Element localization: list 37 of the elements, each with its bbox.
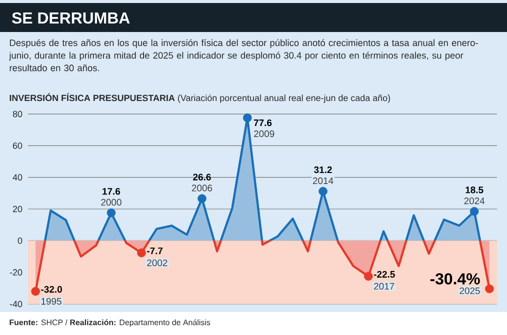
point (364, 272, 373, 281)
annotation: 2014 (312, 177, 334, 184)
point (106, 208, 116, 218)
annotation: 2009 (254, 130, 274, 138)
annotation: 2024 (464, 198, 485, 204)
point (31, 286, 40, 296)
y-tick-label: 0 (18, 237, 22, 244)
data-label: -7.7 (147, 248, 163, 254)
point (198, 194, 206, 203)
data-label: 26.6 (193, 174, 211, 180)
annotation: 2017 (374, 282, 394, 290)
data-label: 77.6 (254, 119, 272, 126)
chart-title: SE DERRUMBA (12, 12, 130, 24)
chart-subtitle: Después de tres años en los que la inversión física del sector público anotó crecimientos a tasa anual en enero-junio, durante la primera mitad de 2025 el indicador se desplomó 30.4 por ciento en términos reales, su peor resultado en 30 años. (8, 39, 478, 72)
data-label: 17.6 (102, 188, 120, 195)
y-tick-label: 80 (12, 110, 22, 118)
y-tick-label: -40 (10, 300, 22, 308)
annotation: 2006 (192, 184, 212, 192)
data-label: 31.2 (314, 166, 332, 174)
point (137, 248, 146, 258)
data-label: -30.4% (430, 273, 480, 284)
data-label: -22.5 (374, 270, 395, 278)
y-tick-label: -20 (10, 269, 22, 276)
point (242, 113, 252, 122)
y-axis-title: INVERSIÓN FÍSICA PRESUPUESTARIA (Variación porcentual anual real ene-jun de cada año) (10, 93, 390, 103)
point (485, 284, 494, 294)
annotation: 2025 (460, 287, 480, 294)
data-label: -32.0 (41, 286, 62, 293)
annotation: 1995 (41, 298, 62, 305)
point (470, 207, 479, 216)
y-tick-label: 40 (12, 174, 22, 181)
point (318, 186, 328, 196)
y-tick-label: 20 (12, 206, 22, 212)
annotation: 2000 (101, 198, 122, 206)
data-label: 18.5 (466, 186, 484, 194)
annotation: 2002 (147, 259, 168, 266)
y-tick-label: 60 (12, 142, 22, 149)
